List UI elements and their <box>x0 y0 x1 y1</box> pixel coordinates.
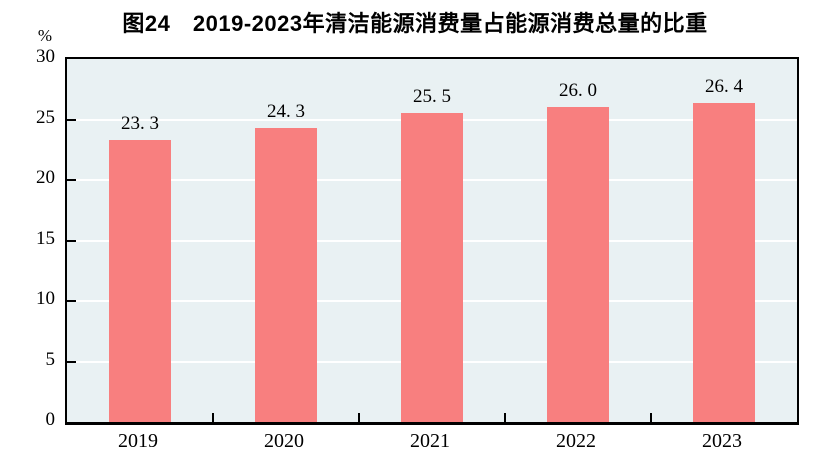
bar-2023 <box>693 102 755 422</box>
y-axis-tick-mark-10 <box>67 300 76 302</box>
bar-value-label-2021: 25. 5 <box>413 86 451 108</box>
y-axis-tick-mark-5 <box>67 360 76 363</box>
y-axis-unit-label: % <box>37 26 53 45</box>
y-axis-label-25: 25 <box>36 106 55 128</box>
x-axis-label-2021: 2021 <box>410 430 450 452</box>
x-axis-boundary-tick-2 <box>358 413 360 422</box>
x-axis-boundary-tick-4 <box>650 413 652 422</box>
bar-value-label-2019: 23. 3 <box>121 113 159 135</box>
bar-value-label-2022: 26. 0 <box>559 80 597 102</box>
x-axis-label-2022: 2022 <box>556 430 596 452</box>
x-axis-label-2019: 2019 <box>118 430 158 452</box>
x-axis-label-2020: 2020 <box>264 430 304 452</box>
bar-value-label-2020: 24. 3 <box>267 100 305 122</box>
x-axis-boundary-tick-3 <box>504 413 506 422</box>
bar-2020 <box>255 127 317 422</box>
chart-title: 图24 2019-2023年清洁能源消费量占能源消费总量的比重 <box>122 11 708 36</box>
y-axis-tick-mark-25 <box>67 118 76 121</box>
y-axis-label-5: 5 <box>45 348 56 370</box>
y-axis-tick-mark-20 <box>67 179 76 181</box>
y-axis-label-20: 20 <box>36 167 55 188</box>
y-axis-label-0: 0 <box>45 409 56 430</box>
plot-area: 23. 3 24. 3 25. 5 26. 0 26. 4 <box>65 57 799 425</box>
x-axis-label-2023: 2023 <box>702 430 742 452</box>
y-axis-tick-mark-15 <box>67 239 76 242</box>
y-axis-label-10: 10 <box>36 288 55 309</box>
y-axis-label-30: 30 <box>36 46 55 67</box>
x-axis-boundary-tick-1 <box>212 413 214 422</box>
bar-2022 <box>547 107 609 422</box>
bar-value-label-2023: 26. 4 <box>705 75 743 97</box>
bar-2019 <box>109 140 171 422</box>
bar-2021 <box>401 113 463 422</box>
y-axis-label-15: 15 <box>36 227 55 249</box>
